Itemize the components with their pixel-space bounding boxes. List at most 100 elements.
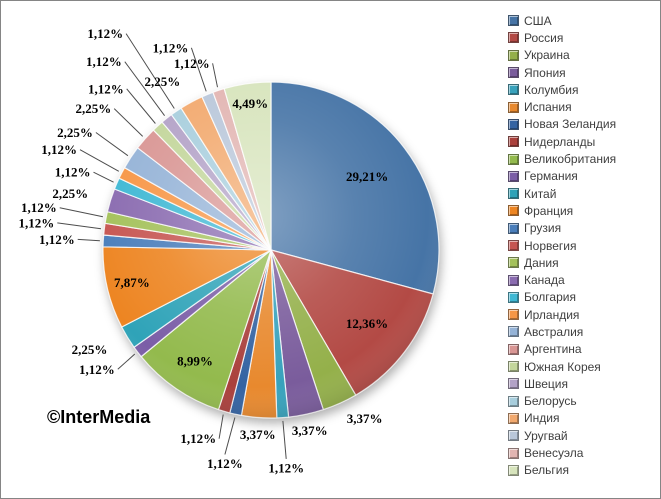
legend-label: Ирландия bbox=[524, 307, 580, 322]
legend-item-Норвегия[interactable]: Норвегия bbox=[508, 237, 658, 254]
legend-item-Колумбия[interactable]: Колумбия bbox=[508, 81, 658, 98]
data-label: 1,12% bbox=[174, 56, 210, 71]
legend-label: Венесуэла bbox=[524, 446, 584, 461]
legend-item-Белорусь[interactable]: Белорусь bbox=[508, 393, 658, 410]
legend-label: Нидерланды bbox=[524, 134, 596, 149]
legend-swatch bbox=[508, 84, 519, 96]
legend-label: Дания bbox=[524, 255, 559, 270]
legend-swatch bbox=[508, 378, 519, 390]
legend-swatch bbox=[508, 15, 519, 27]
data-label: 1,12% bbox=[79, 362, 115, 377]
legend-item-Швеция[interactable]: Швеция bbox=[508, 375, 658, 392]
data-label: 3,37% bbox=[240, 427, 276, 442]
legend-label: Великобритания bbox=[524, 152, 617, 167]
legend-item-Ирландия[interactable]: Ирландия bbox=[508, 306, 658, 323]
legend-swatch bbox=[508, 464, 519, 476]
legend-item-Украина[interactable]: Украина bbox=[508, 47, 658, 64]
legend-label: Россия bbox=[524, 30, 564, 45]
data-label: 1,12% bbox=[19, 215, 55, 230]
legend-swatch bbox=[508, 49, 519, 61]
legend-item-Великобритания[interactable]: Великобритания bbox=[508, 150, 658, 167]
data-label: 2,25% bbox=[52, 186, 88, 201]
legend-label: Япония bbox=[524, 65, 566, 80]
legend-item-Бельгия[interactable]: Бельгия bbox=[508, 462, 658, 479]
legend-label: Франция bbox=[524, 203, 574, 218]
legend-item-Южная Корея[interactable]: Южная Корея bbox=[508, 358, 658, 375]
legend-swatch bbox=[508, 222, 519, 234]
legend-item-США[interactable]: США bbox=[508, 12, 658, 29]
legend-item-Новая Зеландия[interactable]: Новая Зеландия bbox=[508, 116, 658, 133]
data-label: 3,37% bbox=[292, 423, 328, 438]
data-label: 1,12% bbox=[87, 26, 123, 41]
legend-item-Грузия[interactable]: Грузия bbox=[508, 220, 658, 237]
legend-item-Аргентина[interactable]: Аргентина bbox=[508, 341, 658, 358]
data-label: 29,21% bbox=[346, 169, 388, 184]
data-label: 8,99% bbox=[177, 353, 213, 368]
legend-label: Испания bbox=[524, 100, 572, 115]
legend-swatch bbox=[508, 430, 519, 442]
legend-label: Болгария bbox=[524, 290, 576, 305]
legend-item-Германия[interactable]: Германия bbox=[508, 168, 658, 185]
data-label: 4,49% bbox=[232, 96, 268, 111]
legend-label: Китай bbox=[524, 186, 557, 201]
legend-item-Индия[interactable]: Индия bbox=[508, 410, 658, 427]
legend-label: Аргентина bbox=[524, 342, 582, 357]
legend-label: Германия bbox=[524, 169, 578, 184]
data-label: 2,25% bbox=[75, 101, 111, 116]
data-label: 1,12% bbox=[207, 456, 243, 471]
legend-item-Франция[interactable]: Франция bbox=[508, 202, 658, 219]
data-label: 1,12% bbox=[39, 232, 75, 247]
legend-swatch bbox=[508, 240, 519, 251]
data-label: 12,36% bbox=[346, 316, 388, 331]
legend-label: Канада bbox=[524, 273, 565, 288]
data-label: 1,12% bbox=[55, 165, 91, 180]
legend-swatch bbox=[508, 32, 519, 44]
legend-item-Китай[interactable]: Китай bbox=[508, 185, 658, 202]
legend-swatch bbox=[508, 67, 519, 79]
legend-swatch bbox=[508, 447, 519, 459]
data-label: 2,25% bbox=[144, 74, 180, 89]
legend-swatch bbox=[508, 170, 519, 182]
data-label: 2,25% bbox=[57, 125, 93, 140]
legend-swatch bbox=[508, 153, 519, 165]
legend-swatch bbox=[508, 101, 519, 113]
data-label: 2,25% bbox=[72, 342, 108, 357]
legend-item-Испания[interactable]: Испания bbox=[508, 98, 658, 115]
legend-swatch bbox=[508, 412, 519, 424]
legend-item-Канада[interactable]: Канада bbox=[508, 271, 658, 288]
data-label: 1,12% bbox=[21, 200, 57, 215]
legend-label: Австралия bbox=[524, 324, 584, 339]
legend-label: Колумбия bbox=[524, 82, 579, 97]
legend-item-Болгария[interactable]: Болгария bbox=[508, 289, 658, 306]
legend-swatch bbox=[508, 188, 519, 200]
legend-swatch bbox=[508, 257, 519, 269]
legend-swatch bbox=[508, 291, 519, 303]
legend-item-Австралия[interactable]: Австралия bbox=[508, 323, 658, 340]
legend-item-Россия[interactable]: Россия bbox=[508, 29, 658, 46]
legend-item-Япония[interactable]: Япония bbox=[508, 64, 658, 81]
legend-swatch bbox=[508, 205, 519, 217]
legend-label: Белорусь bbox=[524, 394, 577, 409]
legend-label: Швеция bbox=[524, 376, 568, 391]
legend-label: Новая Зеландия bbox=[524, 117, 617, 132]
legend-swatch bbox=[508, 274, 519, 286]
watermark: ©InterMedia bbox=[47, 407, 151, 427]
legend-item-Нидерланды[interactable]: Нидерланды bbox=[508, 133, 658, 150]
legend-swatch bbox=[508, 361, 519, 373]
data-label: 1,12% bbox=[268, 460, 304, 475]
legend-label: Южная Корея bbox=[524, 359, 601, 374]
legend-label: США bbox=[524, 13, 552, 28]
data-label: 7,87% bbox=[114, 275, 150, 290]
legend-item-Венесуэла[interactable]: Венесуэла bbox=[508, 444, 658, 461]
legend-label: Украина bbox=[524, 48, 570, 63]
legend-item-Уругвай[interactable]: Уругвай bbox=[508, 427, 658, 444]
legend-item-Дания[interactable]: Дания bbox=[508, 254, 658, 271]
legend-label: Бельгия bbox=[524, 463, 569, 478]
data-label: 1,12% bbox=[153, 40, 189, 55]
legend-swatch bbox=[508, 395, 519, 407]
data-label: 1,12% bbox=[86, 54, 122, 69]
legend-label: Норвегия bbox=[524, 238, 577, 253]
data-label: 1,12% bbox=[41, 142, 77, 157]
legend: США Россия Украина Япония Колумбия Испания Нов… bbox=[508, 12, 658, 479]
